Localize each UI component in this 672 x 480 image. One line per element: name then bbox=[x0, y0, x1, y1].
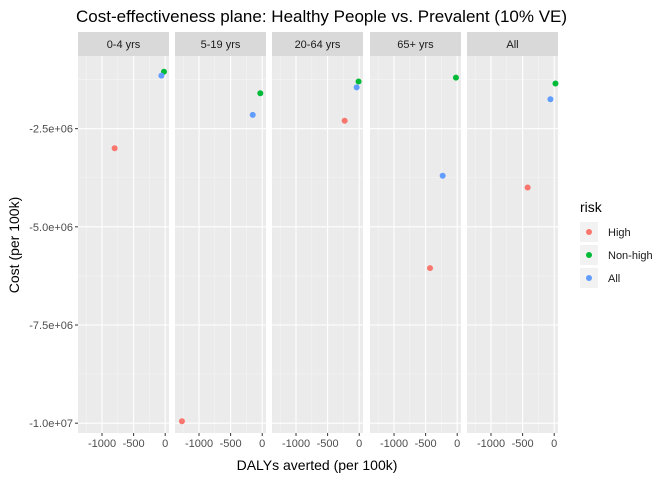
x-tick-label: 0 bbox=[356, 438, 362, 450]
facet-panel: 5-19 yrs bbox=[175, 32, 266, 433]
data-point bbox=[552, 80, 559, 87]
x-tick-label: -1000 bbox=[282, 438, 310, 450]
y-tick-label: -7.5e+06 bbox=[29, 320, 73, 332]
x-axis-label: DALYs averted (per 100k) bbox=[237, 457, 398, 473]
facet-strip-label: 0-4 yrs bbox=[107, 39, 141, 51]
facet-strip-label: 65+ yrs bbox=[397, 39, 434, 51]
facet-panel: 65+ yrs bbox=[370, 32, 461, 433]
legend: risk High Non-high All bbox=[580, 199, 653, 288]
data-point bbox=[158, 72, 165, 79]
x-axes: -1000 -500 0 -1000 -500 0 -1000 -500 0 -1000 -500 0… bbox=[88, 433, 557, 450]
x-tick-label: -500 bbox=[123, 438, 145, 450]
data-point bbox=[178, 418, 185, 425]
facet-panels: 0-4 yrs 5-19 yrs 20-64 yrs 65+ yrs All bbox=[78, 32, 559, 433]
x-tick-label: -1000 bbox=[185, 438, 213, 450]
data-point bbox=[547, 96, 554, 103]
facet-strip-label: 5-19 yrs bbox=[201, 39, 241, 51]
data-point bbox=[524, 184, 531, 191]
x-tick-label: -500 bbox=[512, 438, 534, 450]
x-tick-label: -500 bbox=[220, 438, 242, 450]
legend-keys: High Non-high All bbox=[580, 222, 653, 288]
x-tick-label: 0 bbox=[551, 438, 557, 450]
data-point bbox=[452, 74, 459, 81]
legend-label: All bbox=[608, 273, 620, 285]
legend-title: risk bbox=[580, 199, 603, 215]
panel-background bbox=[370, 56, 461, 433]
chart-title: Cost-effectiveness plane: Healthy People… bbox=[76, 7, 567, 26]
facet-strip-label: All bbox=[506, 39, 518, 51]
legend-key-point bbox=[586, 252, 592, 258]
facet-strip bbox=[78, 32, 169, 56]
facet-strip bbox=[370, 32, 461, 56]
x-tick-label: 0 bbox=[162, 438, 168, 450]
data-point bbox=[249, 111, 256, 118]
facet-strip-label: 20-64 yrs bbox=[295, 39, 341, 51]
x-tick-label: -500 bbox=[317, 438, 339, 450]
y-tick-label: -2.5e+06 bbox=[29, 124, 73, 136]
facet-panel: 0-4 yrs bbox=[78, 32, 169, 433]
facet-strip bbox=[272, 32, 363, 56]
x-tick-label: -500 bbox=[415, 438, 437, 450]
y-axis: -2.5e+06 -5.0e+06 -7.5e+06 -1.0e+07 bbox=[29, 124, 78, 430]
x-tick-label: 0 bbox=[454, 438, 460, 450]
facet-strip bbox=[175, 32, 266, 56]
data-point bbox=[439, 172, 446, 179]
data-point bbox=[111, 145, 118, 152]
y-tick-label: -1.0e+07 bbox=[29, 418, 73, 430]
legend-label: Non-high bbox=[608, 250, 653, 262]
legend-key-point bbox=[586, 229, 592, 235]
facet-panel: 20-64 yrs bbox=[272, 32, 363, 433]
data-points bbox=[111, 68, 559, 425]
data-point bbox=[341, 117, 348, 124]
facet-panel: All bbox=[467, 32, 558, 433]
y-tick-label: -5.0e+06 bbox=[29, 222, 73, 234]
panel-background bbox=[467, 56, 558, 433]
panel-background bbox=[175, 56, 266, 433]
legend-label: High bbox=[608, 227, 631, 239]
data-point bbox=[355, 78, 362, 85]
x-tick-label: -1000 bbox=[88, 438, 116, 450]
x-tick-label: -1000 bbox=[477, 438, 505, 450]
data-point bbox=[353, 84, 360, 91]
data-point bbox=[257, 90, 264, 97]
facet-strip bbox=[467, 32, 558, 56]
y-axis-label: Cost (per 100k) bbox=[6, 197, 22, 293]
legend-key-point bbox=[586, 275, 592, 281]
x-tick-label: 0 bbox=[259, 438, 265, 450]
data-point bbox=[427, 265, 434, 272]
panel-background bbox=[78, 56, 169, 433]
x-tick-label: -1000 bbox=[380, 438, 408, 450]
panel-background bbox=[272, 56, 363, 433]
